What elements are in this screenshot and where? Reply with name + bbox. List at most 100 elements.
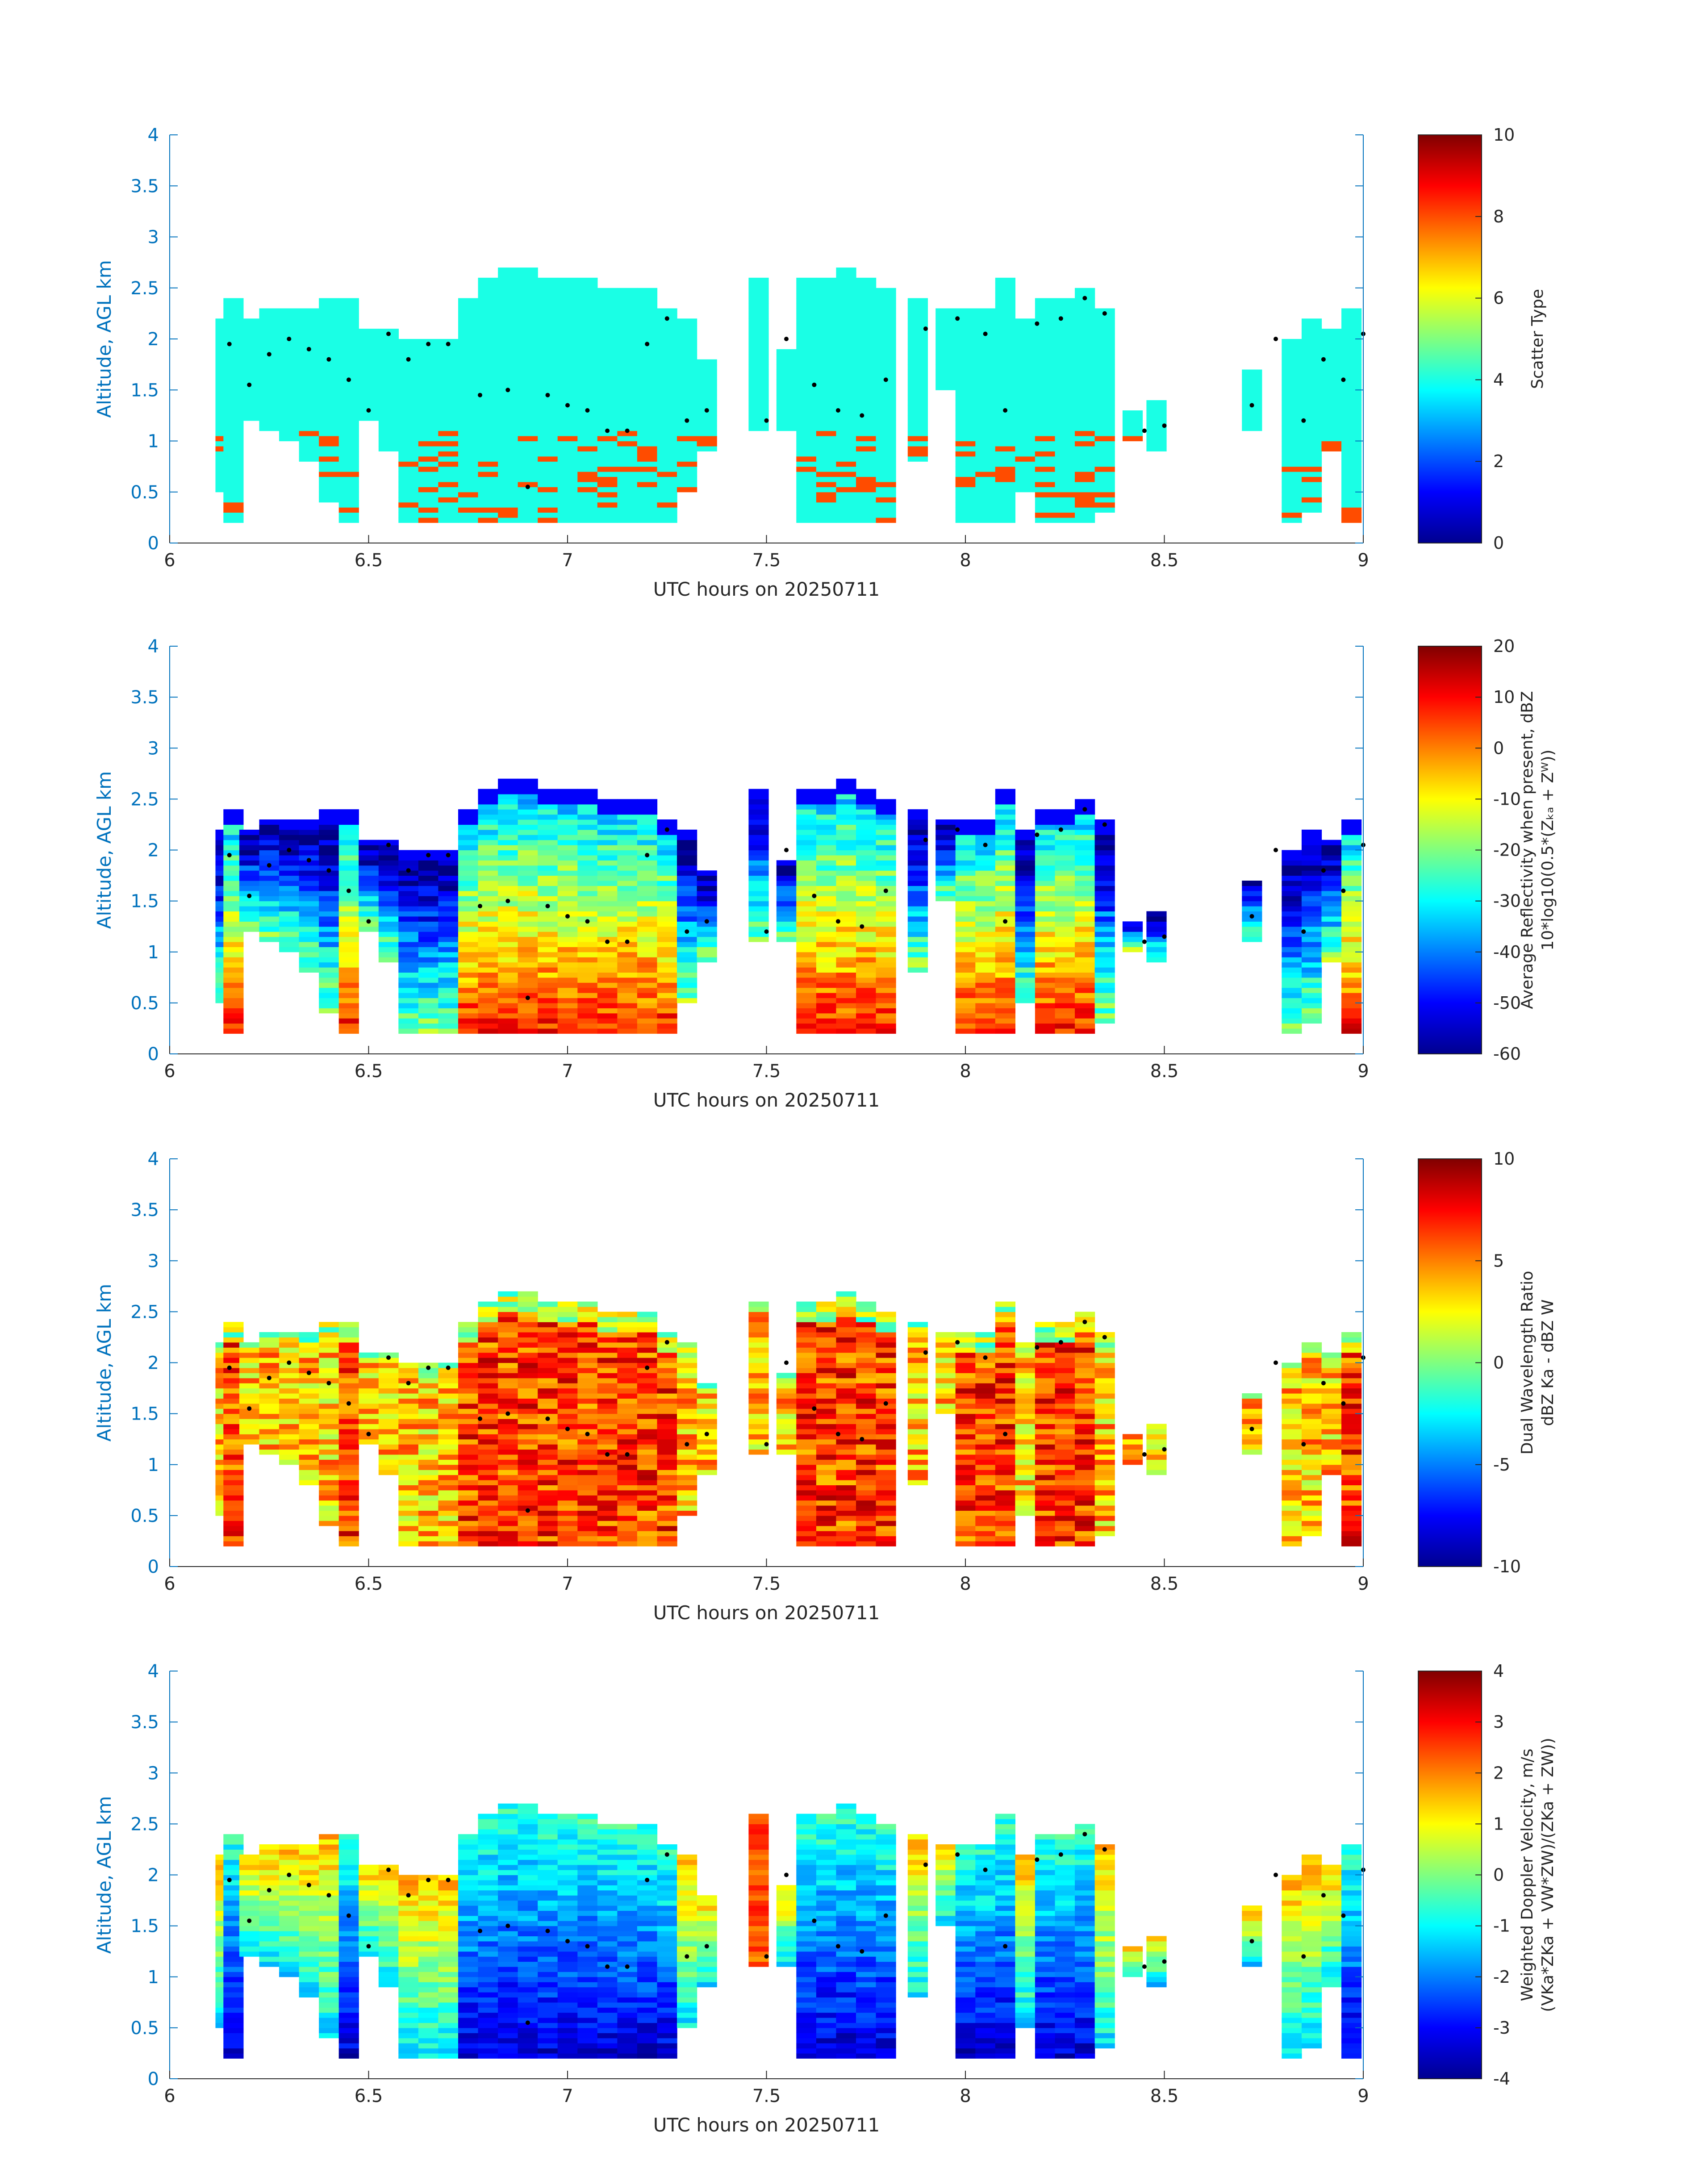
heatmap-cell: [458, 1485, 479, 1491]
heatmap-cell: [907, 967, 928, 973]
heatmap-cell: [1055, 344, 1075, 350]
heatmap-cell: [359, 1439, 379, 1445]
heatmap-cell: [1075, 472, 1095, 477]
heatmap-cell: [1015, 860, 1036, 866]
heatmap-cell: [319, 430, 339, 436]
heatmap-cell: [299, 911, 319, 917]
heatmap-cell: [1035, 384, 1056, 390]
heatmap-cell: [856, 840, 877, 845]
heatmap-cell: [1321, 886, 1342, 891]
heatmap-cell: [876, 329, 896, 334]
heatmap-cell: [299, 906, 319, 911]
heatmap-cell: [223, 436, 244, 442]
heatmap-cell: [279, 1367, 300, 1373]
heatmap-cell: [796, 313, 817, 319]
heatmap-cell: [955, 845, 976, 851]
heatmap-cell: [557, 441, 578, 447]
heatmap-cell: [338, 932, 359, 937]
heatmap-cell: [319, 860, 339, 866]
colorbar-tick-label: 2: [1493, 451, 1504, 471]
heatmap-cell: [223, 890, 244, 896]
heatmap-cell: [836, 456, 856, 462]
cloud-base-dot: [366, 408, 371, 413]
heatmap-cell: [657, 1515, 677, 1521]
heatmap-cell: [995, 982, 1015, 988]
heatmap-cell: [1075, 901, 1095, 907]
heatmap-cell: [836, 824, 856, 830]
heatmap-cell: [418, 855, 439, 861]
heatmap-cell: [1075, 492, 1095, 497]
heatmap-cell: [748, 799, 769, 805]
heatmap-cell: [1341, 855, 1362, 861]
heatmap-cell: [299, 932, 319, 937]
heatmap-cell: [816, 1332, 837, 1337]
heatmap-cell: [223, 461, 244, 467]
heatmap-cell: [1035, 850, 1056, 856]
heatmap-cell: [239, 359, 260, 365]
heatmap-cell: [1242, 380, 1262, 385]
heatmap-cell: [538, 1444, 558, 1450]
heatmap-cell: [259, 1424, 280, 1429]
heatmap-cell: [597, 906, 618, 911]
heatmap-cell: [1055, 318, 1075, 324]
heatmap-cell: [1341, 1013, 1362, 1019]
heatmap-cell: [319, 1454, 339, 1460]
heatmap-cell: [398, 344, 419, 350]
heatmap-cell: [438, 860, 459, 866]
heatmap-cell: [796, 323, 817, 329]
heatmap-cell: [597, 1454, 618, 1460]
heatmap-cell: [418, 441, 439, 447]
heatmap-cell: [259, 405, 280, 411]
heatmap-cell: [1075, 339, 1095, 344]
heatmap-cell: [657, 517, 677, 523]
heatmap-cell: [816, 1337, 837, 1343]
heatmap-cell: [1321, 947, 1342, 953]
heatmap-cell: [1094, 466, 1115, 472]
heatmap-cell: [876, 865, 896, 871]
heatmap-cell: [617, 987, 638, 993]
heatmap-cell: [776, 375, 797, 380]
heatmap-cell: [1301, 870, 1322, 876]
heatmap-cell: [458, 1515, 479, 1521]
heatmap-cell: [836, 395, 856, 401]
heatmap-cell: [1075, 799, 1095, 805]
heatmap-cell: [518, 1003, 538, 1008]
heatmap-cell: [538, 982, 558, 988]
heatmap-cell: [259, 400, 280, 406]
heatmap-cell: [319, 1347, 339, 1353]
heatmap-cell: [498, 855, 518, 861]
heatmap-cell: [577, 794, 598, 799]
heatmap-cell: [557, 1485, 578, 1491]
heatmap-cell: [239, 860, 260, 866]
heatmap-cell: [438, 1003, 459, 1008]
heatmap-cell: [995, 441, 1015, 447]
heatmap-cell: [816, 487, 837, 493]
heatmap-cell: [398, 957, 419, 963]
heatmap-cell: [319, 824, 339, 830]
heatmap-cell: [239, 855, 260, 861]
heatmap-cell: [478, 840, 498, 845]
heatmap-cell: [378, 349, 399, 355]
heatmap-cell: [955, 840, 976, 845]
heatmap-cell: [995, 364, 1015, 370]
heatmap-cell: [836, 932, 856, 937]
heatmap-cell: [538, 1352, 558, 1358]
heatmap-cell: [657, 476, 677, 482]
heatmap-cell: [657, 1434, 677, 1440]
heatmap-cell: [577, 369, 598, 375]
heatmap-cell: [796, 1327, 817, 1333]
heatmap-cell: [557, 507, 578, 513]
heatmap-cell: [398, 354, 419, 360]
heatmap-cell: [816, 1434, 837, 1440]
heatmap-cell: [856, 819, 877, 825]
heatmap-cell: [1146, 410, 1167, 416]
heatmap-cell: [418, 1536, 439, 1542]
heatmap-cell: [378, 344, 399, 350]
heatmap-cell: [1055, 390, 1075, 396]
heatmap-cell: [597, 1541, 618, 1546]
heatmap-cell: [498, 875, 518, 881]
cloud-base-dot: [1142, 939, 1147, 944]
heatmap-cell: [776, 410, 797, 416]
cloud-base-dot: [860, 413, 864, 418]
heatmap-cell: [538, 1525, 558, 1531]
